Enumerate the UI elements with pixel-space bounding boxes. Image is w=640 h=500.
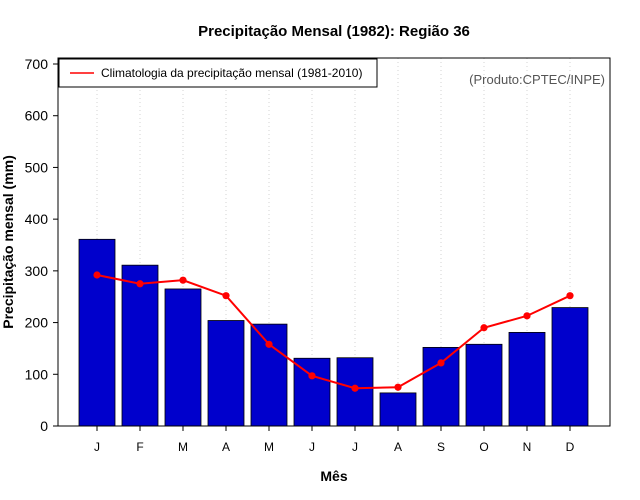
x-tick-label-5: M [264, 440, 274, 454]
y-axis-label: Precipitação mensal (mm) [0, 155, 16, 329]
y-tick-label-100: 100 [25, 366, 49, 382]
climatology-point-8 [394, 383, 402, 391]
climatology-point-6 [308, 372, 316, 380]
x-tick-label-7: J [352, 440, 358, 454]
y-tick-label-700: 700 [25, 56, 49, 72]
climatology-point-11 [523, 312, 531, 320]
climatology-point-5 [265, 340, 273, 348]
bars-group [78, 238, 589, 427]
x-tick-label-4: A [222, 440, 230, 454]
climatology-line-group [93, 271, 574, 392]
bar-12 [551, 307, 589, 427]
y-tick-label-400: 400 [25, 211, 49, 227]
x-tick-label-1: J [94, 440, 100, 454]
bar-1 [78, 238, 116, 427]
x-tick-label-3: M [178, 440, 188, 454]
credit-text: (Produto:CPTEC/INPE) [469, 72, 605, 87]
climatology-point-10 [480, 324, 488, 332]
y-tick-label-300: 300 [25, 263, 49, 279]
climatology-point-1 [93, 271, 101, 279]
climatology-point-3 [179, 276, 187, 284]
bar-8 [379, 392, 417, 427]
plot-frame [57, 57, 611, 427]
x-tick-label-12: D [566, 440, 575, 454]
x-tick-label-9: S [437, 440, 445, 454]
legend-label-climatology: Climatologia da precipitação mensal (198… [101, 66, 362, 80]
x-tick-label-2: F [136, 440, 143, 454]
bar-4 [207, 320, 245, 427]
climatology-point-9 [437, 359, 445, 367]
y-tick-label-600: 600 [25, 108, 49, 124]
climatology-point-7 [351, 384, 359, 392]
x-tick-label-11: N [523, 440, 532, 454]
bar-11 [508, 331, 546, 427]
x-tick-label-8: A [394, 440, 402, 454]
climatology-point-12 [566, 292, 574, 300]
x-tick-label-10: O [479, 440, 488, 454]
y-tick-label-200: 200 [25, 315, 49, 331]
legend: Climatologia da precipitação mensal (198… [58, 58, 378, 88]
y-tick-label-0: 0 [40, 418, 48, 434]
bar-2 [121, 264, 159, 427]
bar-6 [293, 357, 331, 427]
climatology-line [96, 274, 571, 390]
climatology-point-4 [222, 292, 230, 300]
chart-title: Precipitação Mensal (1982): Região 36 [198, 23, 470, 40]
bar-10 [465, 343, 503, 427]
grid-lines [96, 58, 571, 426]
climatology-point-2 [136, 280, 144, 288]
bar-5 [250, 323, 288, 427]
x-tick-label-6: J [309, 440, 315, 454]
x-axis-label: Mês [320, 468, 347, 484]
bar-7 [336, 357, 374, 427]
y-tick-label-500: 500 [25, 159, 49, 175]
bar-3 [164, 288, 202, 427]
bar-9 [422, 346, 460, 427]
y-axis: 0 100 200 300 400 500 600 700 [25, 56, 58, 434]
legend-box [58, 58, 378, 88]
